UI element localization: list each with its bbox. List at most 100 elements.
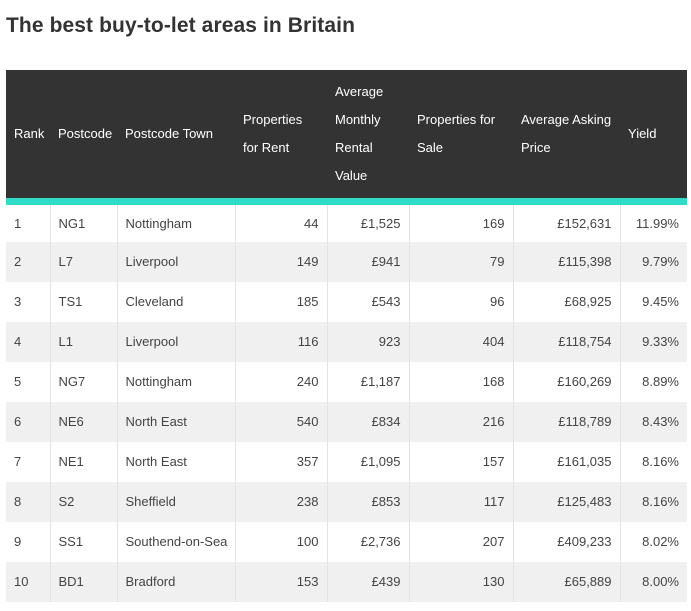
asking-price-cell: £68,925 [513, 281, 621, 322]
page-title: The best buy-to-let areas in Britain [6, 14, 355, 37]
yield-cell: 9.45% [620, 281, 687, 322]
column-header-town: Postcode Town [117, 70, 235, 205]
buy-to-let-table: Rank Postcode Postcode Town Properties f… [6, 70, 687, 602]
postcode-cell: NG1 [50, 201, 118, 242]
postcode-cell: TS1 [50, 281, 118, 322]
town-cell: Liverpool [117, 321, 236, 362]
rent-value-cell: £1,187 [327, 361, 410, 402]
rent-props-cell: 540 [235, 401, 328, 442]
rank-cell: 3 [6, 281, 51, 322]
sale-props-cell: 79 [409, 241, 514, 282]
header-row: Rank Postcode Postcode Town Properties f… [6, 70, 687, 205]
town-cell: Nottingham [117, 361, 236, 402]
town-cell: Bradford [117, 561, 236, 602]
asking-price-cell: £160,269 [513, 361, 621, 402]
table-row: 6 NE6 North East 540 £834 216 £118,789 8.43% [6, 401, 687, 442]
rent-props-cell: 149 [235, 241, 328, 282]
asking-price-cell: £118,789 [513, 401, 621, 442]
town-cell: North East [117, 441, 236, 482]
rent-value-cell: £853 [327, 481, 410, 522]
column-header-rent-props: Properties for Rent [235, 70, 327, 205]
postcode-cell: NE6 [50, 401, 118, 442]
asking-price-cell: £161,035 [513, 441, 621, 482]
table-container: Rank Postcode Postcode Town Properties f… [6, 70, 687, 602]
sale-props-cell: 117 [409, 481, 514, 522]
table-row: 7 NE1 North East 357 £1,095 157 £161,035 8.16% [6, 441, 687, 482]
asking-price-cell: £152,631 [513, 201, 621, 242]
asking-price-cell: £118,754 [513, 321, 621, 362]
postcode-cell: NE1 [50, 441, 118, 482]
table-row: 10 BD1 Bradford 153 £439 130 £65,889 8.00% [6, 561, 687, 602]
rent-props-cell: 185 [235, 281, 328, 322]
table-row: 4 L1 Liverpool 116 923 404 £118,754 9.33% [6, 321, 687, 362]
rent-value-cell: 923 [327, 321, 410, 362]
rent-props-cell: 44 [235, 201, 328, 242]
yield-cell: 8.43% [620, 401, 687, 442]
postcode-cell: BD1 [50, 561, 118, 602]
rent-value-cell: £834 [327, 401, 410, 442]
asking-price-cell: £115,398 [513, 241, 621, 282]
yield-cell: 8.02% [620, 521, 687, 562]
rent-props-cell: 100 [235, 521, 328, 562]
asking-price-cell: £125,483 [513, 481, 621, 522]
rent-props-cell: 240 [235, 361, 328, 402]
rank-cell: 6 [6, 401, 51, 442]
town-cell: Liverpool [117, 241, 236, 282]
town-cell: Nottingham [117, 201, 236, 242]
sale-props-cell: 130 [409, 561, 514, 602]
rent-value-cell: £439 [327, 561, 410, 602]
yield-cell: 9.79% [620, 241, 687, 282]
town-cell: Sheffield [117, 481, 236, 522]
sale-props-cell: 216 [409, 401, 514, 442]
postcode-cell: L7 [50, 241, 118, 282]
rent-props-cell: 238 [235, 481, 328, 522]
column-header-yield: Yield [620, 70, 687, 205]
column-header-asking-price: Average Asking Price [513, 70, 620, 205]
rent-value-cell: £941 [327, 241, 410, 282]
rank-cell: 2 [6, 241, 51, 282]
table-header: Rank Postcode Postcode Town Properties f… [6, 70, 687, 205]
column-header-sale-props: Properties for Sale [409, 70, 513, 205]
sale-props-cell: 168 [409, 361, 514, 402]
rank-cell: 1 [6, 201, 51, 242]
rent-value-cell: £543 [327, 281, 410, 322]
table-row: 1 NG1 Nottingham 44 £1,525 169 £152,631 11.99% [6, 201, 687, 242]
table-row: 3 TS1 Cleveland 185 £543 96 £68,925 9.45% [6, 281, 687, 322]
table-row: 5 NG7 Nottingham 240 £1,187 168 £160,269 8.89% [6, 361, 687, 402]
rank-cell: 9 [6, 521, 51, 562]
rent-props-cell: 153 [235, 561, 328, 602]
rent-value-cell: £1,525 [327, 201, 410, 242]
sale-props-cell: 404 [409, 321, 514, 362]
postcode-cell: SS1 [50, 521, 118, 562]
table-row: 9 SS1 Southend-on-Sea 100 £2,736 207 £409,233 8… [6, 521, 687, 562]
rank-cell: 5 [6, 361, 51, 402]
rank-cell: 10 [6, 561, 51, 602]
sale-props-cell: 207 [409, 521, 514, 562]
yield-cell: 8.89% [620, 361, 687, 402]
table-row: 8 S2 Sheffield 238 £853 117 £125,483 8.16% [6, 481, 687, 522]
postcode-cell: L1 [50, 321, 118, 362]
sale-props-cell: 169 [409, 201, 514, 242]
asking-price-cell: £65,889 [513, 561, 621, 602]
yield-cell: 9.33% [620, 321, 687, 362]
rank-cell: 8 [6, 481, 51, 522]
yield-cell: 8.16% [620, 481, 687, 522]
table-row: 2 L7 Liverpool 149 £941 79 £115,398 9.79% [6, 241, 687, 282]
table-body: 1 NG1 Nottingham 44 £1,525 169 £152,631 11.99% 2… [6, 201, 687, 602]
yield-cell: 8.16% [620, 441, 687, 482]
postcode-cell: S2 [50, 481, 118, 522]
town-cell: North East [117, 401, 236, 442]
yield-cell: 11.99% [620, 201, 687, 242]
rent-props-cell: 357 [235, 441, 328, 482]
rank-cell: 7 [6, 441, 51, 482]
column-header-rent-value: Average Monthly Rental Value [327, 70, 409, 205]
rent-value-cell: £2,736 [327, 521, 410, 562]
town-cell: Southend-on-Sea [117, 521, 236, 562]
asking-price-cell: £409,233 [513, 521, 621, 562]
rank-cell: 4 [6, 321, 51, 362]
sale-props-cell: 157 [409, 441, 514, 482]
rent-value-cell: £1,095 [327, 441, 410, 482]
column-header-rank: Rank [6, 70, 50, 205]
town-cell: Cleveland [117, 281, 236, 322]
